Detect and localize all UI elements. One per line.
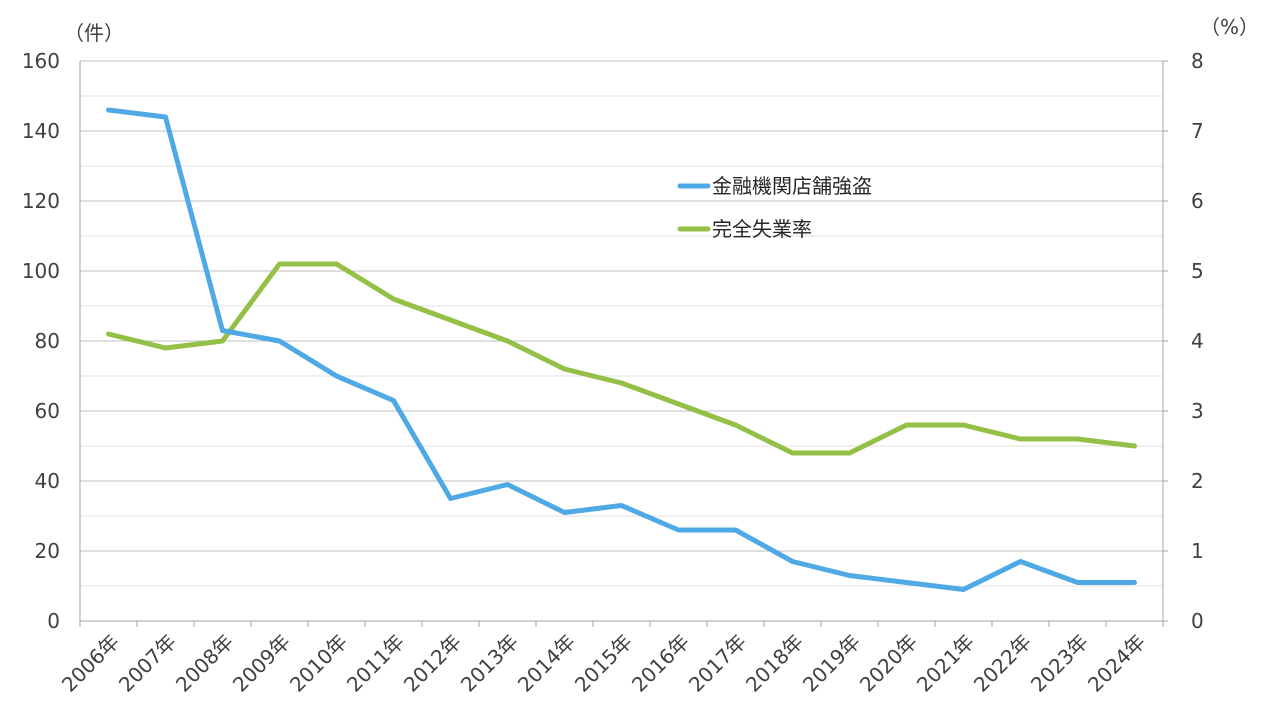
- x-tick-label: 2024年: [1083, 630, 1150, 697]
- gridlines: [80, 60, 1163, 622]
- y-left-tick-label: 160: [22, 49, 60, 73]
- y-right-tick-label: 1: [1191, 539, 1204, 563]
- axes: [79, 60, 1168, 627]
- y-axis-right-unit: （%）: [1200, 15, 1259, 39]
- series-lines: [106, 107, 1137, 592]
- x-tick-label: 2008年: [171, 630, 238, 697]
- y-left-tick-label: 40: [35, 469, 60, 493]
- x-tick-label: 2010年: [285, 630, 352, 697]
- y-left-tick-label: 60: [35, 399, 60, 423]
- y-left-tick-label: 80: [35, 329, 60, 353]
- x-tick-label: 2020年: [855, 630, 922, 697]
- y-right-tick-label: 8: [1191, 49, 1204, 73]
- x-tick-label: 2022年: [969, 630, 1036, 697]
- y-left-tick-label: 0: [47, 609, 60, 633]
- x-tick-label: 2021年: [912, 630, 979, 697]
- x-tick-label: 2013年: [456, 630, 523, 697]
- series-line-unemployment: [106, 261, 1137, 456]
- series-line-robbery: [106, 107, 1137, 592]
- x-tick-label: 2016年: [627, 630, 694, 697]
- y-left-tick-label: 100: [22, 259, 60, 283]
- x-tick-label: 2009年: [228, 630, 295, 697]
- y-axis-right: 0 1 2 3 4 5 6 7 8: [1191, 49, 1204, 633]
- y-right-tick-label: 5: [1191, 259, 1204, 283]
- x-tick-label: 2007年: [114, 630, 181, 697]
- x-tick-label: 2015年: [570, 630, 637, 697]
- x-axis-labels: 2006年2007年2008年2009年2010年2011年2012年2013年…: [57, 630, 1150, 697]
- y-left-tick-label: 120: [22, 189, 60, 213]
- y-axis-left-unit: （件）: [64, 21, 124, 45]
- x-tick-label: 2019年: [798, 630, 865, 697]
- x-tick-label: 2017年: [684, 630, 751, 697]
- y-axis-left: 0 20 40 60 80 100 120 140 160: [22, 49, 60, 633]
- y-right-tick-label: 2: [1191, 469, 1204, 493]
- x-tick-label: 2018年: [741, 630, 808, 697]
- x-tick-label: 2023年: [1026, 630, 1093, 697]
- legend-label: 完全失業率: [712, 217, 812, 241]
- y-right-tick-label: 0: [1191, 609, 1204, 633]
- y-left-tick-label: 20: [35, 539, 60, 563]
- x-tick-label: 2014年: [513, 630, 580, 697]
- y-right-tick-label: 6: [1191, 189, 1204, 213]
- x-tick-label: 2006年: [57, 630, 124, 697]
- legend-label: 金融機関店舗強盗: [712, 174, 872, 198]
- y-right-tick-label: 3: [1191, 399, 1204, 423]
- y-right-tick-label: 7: [1191, 119, 1204, 143]
- x-tick-label: 2011年: [342, 630, 409, 697]
- y-right-tick-label: 4: [1191, 329, 1204, 353]
- y-left-tick-label: 140: [22, 119, 60, 143]
- x-tick-label: 2012年: [399, 630, 466, 697]
